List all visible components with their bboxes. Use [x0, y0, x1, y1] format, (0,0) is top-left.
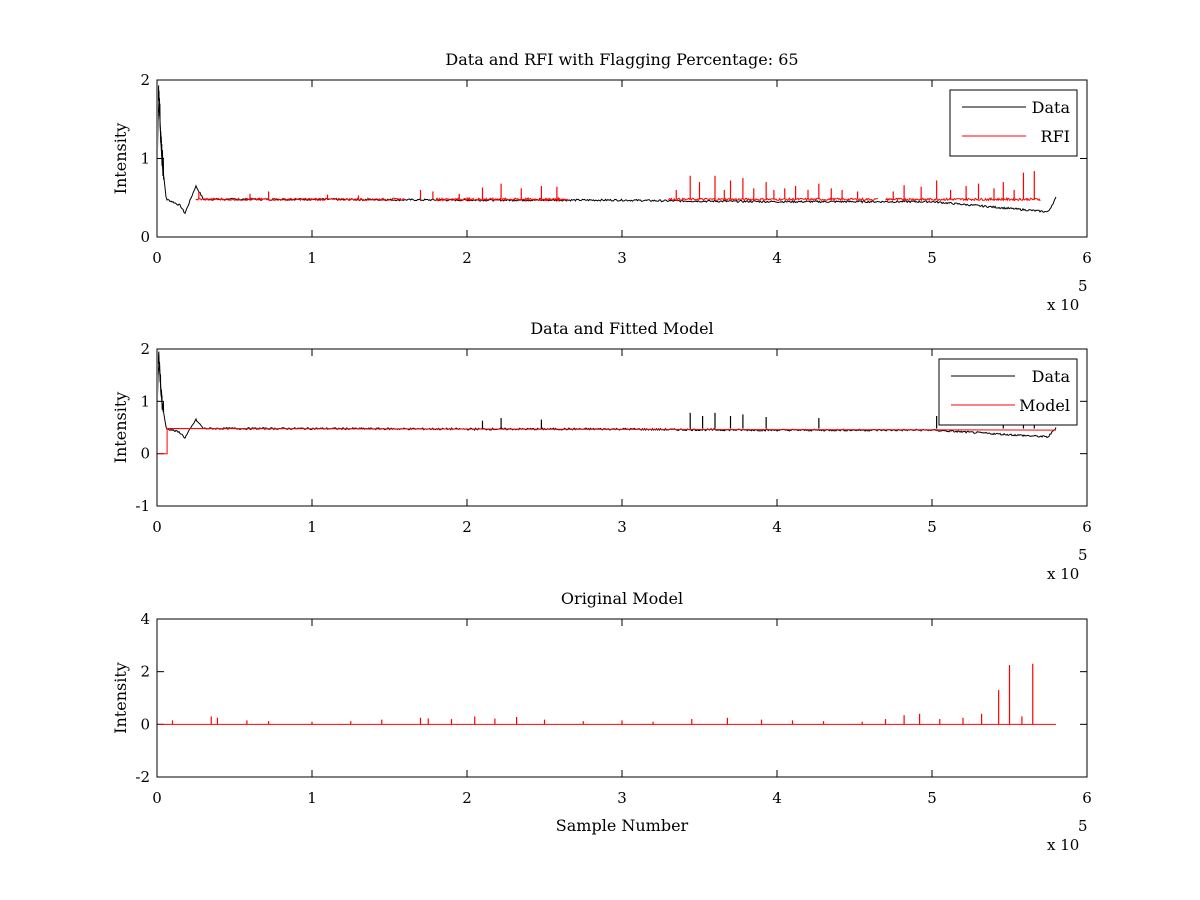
series-rfi-segment: [195, 197, 406, 202]
y-tick-label: 0: [140, 715, 150, 733]
x-tick-label: 3: [617, 789, 627, 807]
y-tick-label: 2: [140, 71, 150, 89]
x-tick-label: 5: [927, 249, 937, 267]
x-axis-label: Sample Number: [556, 816, 689, 835]
series-model-line: [158, 427, 1057, 455]
x-tick-label: 2: [462, 249, 472, 267]
chart-title: Data and Fitted Model: [530, 319, 713, 338]
legend: Data RFI: [949, 89, 1078, 157]
y-tick-label: 4: [140, 610, 150, 628]
x-tick-label: 0: [152, 789, 162, 807]
x-tick-label: 5: [927, 518, 937, 536]
x-tick-label: 1: [307, 518, 317, 536]
x-tick-label: 6: [1082, 249, 1092, 267]
chart-title: Data and RFI with Flagging Percentage: 6…: [445, 50, 798, 69]
series-layer: [158, 351, 1057, 455]
legend-label-model: Model: [1019, 396, 1070, 415]
chart-panel-3: Original Model Intensity Sample Number 0 1 2 3…: [111, 589, 1092, 854]
y-tick-label: 2: [140, 340, 150, 358]
x-tick-label: 4: [772, 518, 782, 536]
x-tick-label: 4: [772, 249, 782, 267]
y-tick-label: 0: [140, 445, 150, 463]
chart-panel-1: Data and RFI with Flagging Percentage: 6…: [111, 50, 1092, 314]
x-multiplier: x 10: [1047, 296, 1079, 314]
series-layer: [158, 663, 1056, 725]
series-data-line: [158, 98, 1057, 215]
y-axis-label: Intensity: [111, 662, 130, 734]
y-tick-label: 2: [140, 663, 150, 681]
plot-area: [156, 79, 1088, 238]
x-tick-label: 5: [927, 789, 937, 807]
series-data: [158, 85, 1057, 215]
x-tick-label: 2: [462, 789, 472, 807]
series-model: [158, 427, 1057, 455]
y-tick-label: -2: [135, 768, 150, 786]
y-tick-label: 1: [140, 392, 150, 410]
legend-label-data: Data: [1032, 367, 1071, 386]
x-tick-label: 0: [152, 249, 162, 267]
x-tick-label: 6: [1082, 789, 1092, 807]
series-data-peak: [158, 351, 165, 412]
legend-box: [938, 358, 1078, 426]
legend-label-rfi: RFI: [1041, 127, 1070, 146]
x-tick-label: 2: [462, 518, 472, 536]
series-data-peak: [158, 85, 165, 180]
series-rfi: [195, 171, 1041, 203]
y-tick-label: 0: [140, 228, 150, 246]
series-line-1: [158, 663, 1056, 725]
x-tick-label: 1: [307, 249, 317, 267]
y-axis-label: Intensity: [111, 123, 130, 195]
x-tick-label: 0: [152, 518, 162, 536]
y-tick-label: 1: [140, 150, 150, 168]
series-layer: [158, 85, 1057, 215]
y-tick-label: -1: [135, 497, 150, 515]
x-multiplier: x 10: [1047, 565, 1079, 583]
legend: Data Model: [938, 358, 1078, 426]
plot-area: [156, 618, 1088, 778]
x-tick-label: 4: [772, 789, 782, 807]
x-tick-label: 6: [1082, 518, 1092, 536]
x-multiplier-exponent: 5: [1078, 546, 1088, 564]
x-tick-label: 3: [617, 518, 627, 536]
series-rfi-segment: [668, 197, 878, 202]
series-rfi-segment: [435, 196, 569, 203]
legend-box: [949, 89, 1078, 157]
x-tick-label: 3: [617, 249, 627, 267]
x-multiplier: x 10: [1047, 836, 1079, 854]
chart-title: Original Model: [561, 589, 683, 608]
series-rfi-segment: [885, 196, 1041, 202]
plot-area: [156, 348, 1088, 507]
x-multiplier-exponent: 5: [1078, 277, 1088, 295]
y-axis-label: Intensity: [111, 392, 130, 464]
legend-label-data: Data: [1032, 98, 1071, 117]
x-multiplier-exponent: 5: [1078, 817, 1088, 835]
x-tick-label: 1: [307, 789, 317, 807]
